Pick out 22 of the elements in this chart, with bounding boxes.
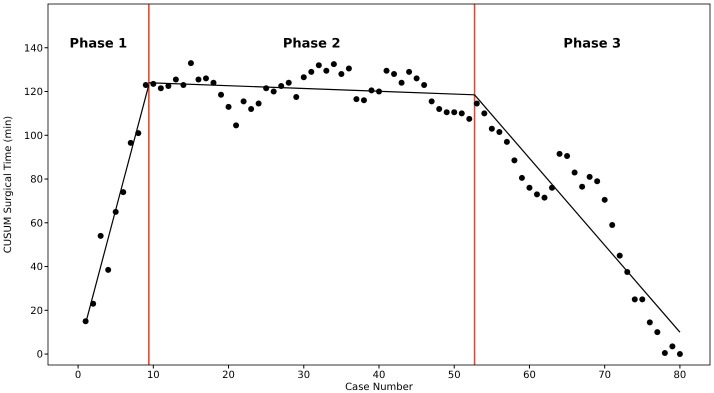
y-tick-label: 40 [30, 262, 43, 274]
y-tick-label: 60 [30, 218, 43, 230]
x-tick-label: 70 [598, 370, 612, 381]
y-tick-label: 80 [30, 174, 43, 186]
y-axis-title: CUSUM Surgical Time (min) [3, 116, 14, 254]
x-tick-label: 50 [448, 370, 461, 381]
x-axis-title: Case Number [345, 382, 414, 393]
x-tick-label: 30 [297, 370, 310, 381]
annotation: Phase 3 [563, 36, 622, 52]
y-tick-label: 0 [36, 350, 43, 361]
x-tick-label: 40 [372, 370, 386, 381]
y-tick-label: 120 [24, 87, 43, 98]
annotation: Phase 2 [282, 36, 341, 52]
y-tick-label: 100 [24, 130, 43, 142]
x-tick-label: 0 [74, 370, 82, 381]
x-tick-label: 10 [146, 370, 160, 381]
annotation: Phase 1 [70, 36, 128, 52]
y-tick-label: 140 [24, 43, 43, 54]
x-tick-label: 60 [523, 370, 536, 381]
x-tick-label: 20 [222, 370, 235, 381]
y-tick-label: 20 [30, 306, 43, 317]
x-tick-label: 80 [674, 370, 686, 381]
